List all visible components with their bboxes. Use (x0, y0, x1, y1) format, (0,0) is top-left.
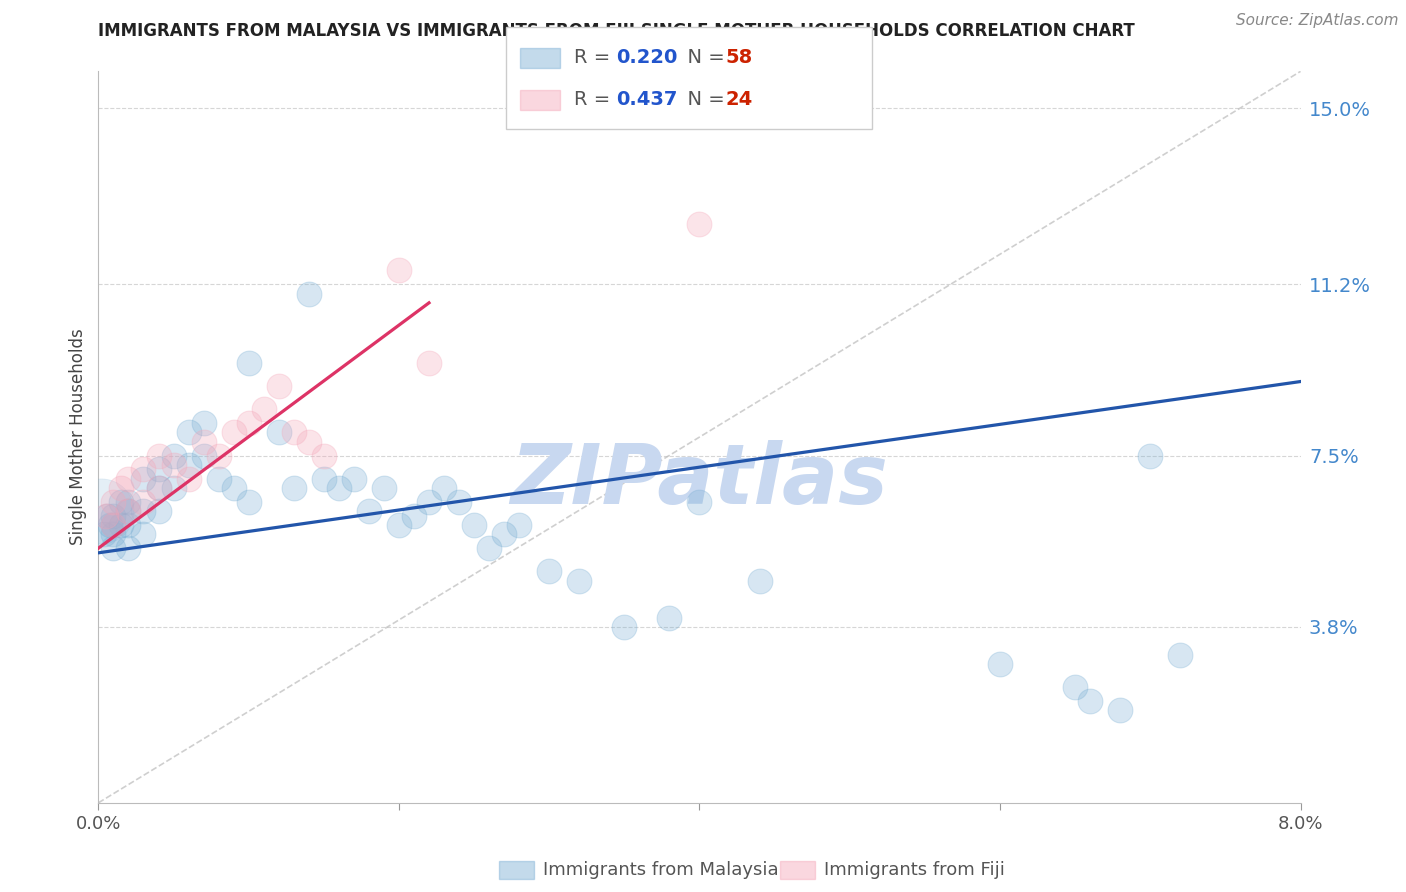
Point (103, 508, 125, 523)
Text: 0.437: 0.437 (616, 90, 678, 110)
Point (90, 504, 112, 518)
Point (267, 379, 290, 393)
Point (283, 425, 305, 440)
Point (312, 472, 335, 486)
Point (508, 518, 530, 533)
Point (132, 504, 155, 518)
Point (110, 495, 132, 509)
Point (148, 481, 170, 495)
Point (613, 620, 636, 634)
Point (110, 481, 132, 495)
Point (94, 508, 117, 523)
Point (418, 356, 440, 370)
Y-axis label: Single Mother Households: Single Mother Households (69, 329, 87, 545)
Point (388, 263, 411, 277)
Point (103, 527, 125, 541)
Text: ZIPatlas: ZIPatlas (510, 441, 889, 522)
Point (117, 495, 139, 509)
Point (148, 462, 170, 476)
Point (283, 481, 305, 495)
Point (1139, 449, 1161, 463)
Point (689, 217, 711, 231)
Point (103, 541, 125, 556)
Point (132, 462, 155, 476)
Point (103, 518, 125, 533)
Point (132, 495, 155, 509)
Point (162, 458, 184, 472)
Point (748, 574, 770, 588)
Point (208, 472, 231, 486)
Text: IMMIGRANTS FROM MALAYSIA VS IMMIGRANTS FROM FIJI SINGLE MOTHER HOUSEHOLDS CORREL: IMMIGRANTS FROM MALAYSIA VS IMMIGRANTS F… (98, 22, 1135, 40)
Point (238, 416, 260, 430)
Point (103, 518, 125, 533)
Point (132, 472, 155, 486)
Point (177, 458, 200, 472)
Point (1078, 694, 1101, 708)
Point (103, 495, 125, 509)
Point (418, 495, 440, 509)
Point (988, 657, 1011, 671)
Point (689, 495, 711, 509)
Point (100, 518, 122, 533)
Point (1109, 703, 1132, 717)
Point (222, 425, 245, 440)
Point (658, 610, 681, 624)
Point (312, 449, 335, 463)
Point (222, 481, 245, 495)
Point (177, 472, 200, 486)
Point (193, 449, 215, 463)
Point (357, 504, 380, 518)
Point (208, 449, 231, 463)
Point (162, 481, 184, 495)
Point (96, 508, 118, 523)
Point (1064, 680, 1087, 694)
Point (478, 541, 501, 556)
Text: Immigrants from Fiji: Immigrants from Fiji (824, 861, 1005, 879)
Point (193, 416, 215, 430)
Point (568, 574, 591, 588)
Point (373, 481, 395, 495)
Point (328, 481, 350, 495)
Point (117, 504, 139, 518)
Text: N =: N = (675, 90, 731, 110)
Point (117, 472, 139, 486)
Point (402, 508, 425, 523)
Point (433, 481, 456, 495)
Text: R =: R = (574, 48, 616, 68)
Point (238, 495, 260, 509)
Point (238, 356, 260, 370)
Point (253, 402, 276, 417)
Text: Immigrants from Malaysia: Immigrants from Malaysia (543, 861, 779, 879)
Point (193, 434, 215, 449)
Text: R =: R = (574, 90, 616, 110)
Point (463, 518, 485, 533)
Point (148, 504, 170, 518)
Point (494, 527, 516, 541)
Point (388, 518, 411, 533)
Point (93, 527, 115, 541)
Text: 58: 58 (725, 48, 752, 68)
Point (343, 472, 366, 486)
Point (177, 425, 200, 440)
Point (110, 518, 132, 533)
Point (162, 449, 184, 463)
Point (117, 504, 139, 518)
Point (298, 286, 321, 301)
Point (298, 434, 321, 449)
Point (132, 527, 155, 541)
Point (1168, 648, 1191, 662)
Text: 24: 24 (725, 90, 752, 110)
Text: Source: ZipAtlas.com: Source: ZipAtlas.com (1236, 13, 1399, 29)
Point (117, 518, 139, 533)
Point (117, 541, 139, 556)
Point (447, 495, 470, 509)
Point (538, 565, 561, 579)
Point (148, 481, 170, 495)
Text: 0.220: 0.220 (616, 48, 678, 68)
Text: N =: N = (675, 48, 731, 68)
Point (267, 425, 290, 440)
Point (148, 449, 170, 463)
